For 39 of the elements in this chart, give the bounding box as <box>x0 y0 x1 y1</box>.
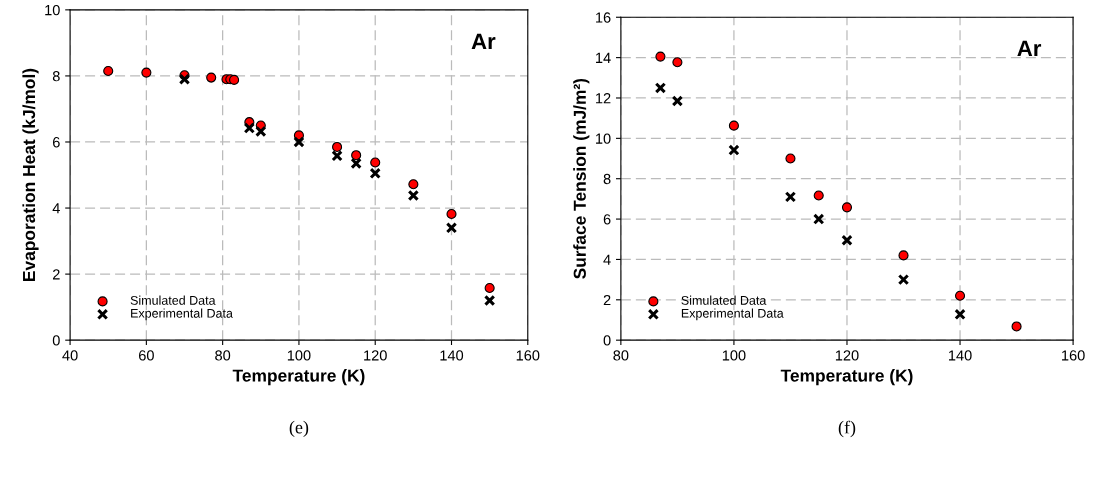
x-tick-label: 140 <box>948 350 972 361</box>
x-tick-label: 40 <box>62 350 78 361</box>
x-axis-title: Temperature (K) <box>232 369 365 386</box>
text: (e) <box>289 420 309 438</box>
y-tick-label: 0 <box>603 335 611 346</box>
x-tick-label: 160 <box>516 350 540 361</box>
x-tick-label: 140 <box>440 350 464 361</box>
y-tick-label: 2 <box>52 269 60 280</box>
y-tick-label: 14 <box>596 52 611 63</box>
y-tick-label: 6 <box>603 214 611 225</box>
y-tick-label: 4 <box>52 203 60 214</box>
y-tick-label: 2 <box>603 294 611 306</box>
legend-label: Simulated Data <box>681 295 767 305</box>
y-tick-label: 16 <box>596 12 611 23</box>
y-tick-label: 6 <box>52 137 60 148</box>
y-tick-label: 10 <box>596 133 611 144</box>
x-tick-label: 100 <box>287 350 311 361</box>
x-tick-label: 160 <box>1062 350 1085 361</box>
x-tick-label: 120 <box>364 350 387 361</box>
y-axis-title: Evaporation Heat (kJ/mol) <box>22 68 39 281</box>
legend-label: Experimental Data <box>681 308 784 321</box>
y-tick-label: 12 <box>596 93 611 104</box>
text: (f) <box>838 420 856 438</box>
legend-label: Experimental Data <box>131 308 233 321</box>
x-tick-label: 80 <box>613 350 629 361</box>
y-tick-label: 4 <box>603 254 611 265</box>
x-tick-label: 80 <box>215 350 231 361</box>
y-tick-label: 10 <box>45 4 60 16</box>
y-tick-label: 0 <box>52 335 60 346</box>
annotation: Ar <box>1017 40 1042 56</box>
x-tick-label: 60 <box>139 350 154 361</box>
x-tick-label: 120 <box>835 350 859 361</box>
annotation: Ar <box>471 33 496 50</box>
legend-label: Simulated Data <box>130 295 216 305</box>
y-tick-label: 8 <box>603 173 611 185</box>
x-axis-title: Temperature (K) <box>780 369 913 386</box>
y-tick-label: 8 <box>52 71 60 82</box>
y-axis-title: Surface Tension (mJ/m²) <box>573 78 590 279</box>
x-tick-label: 100 <box>722 350 746 361</box>
